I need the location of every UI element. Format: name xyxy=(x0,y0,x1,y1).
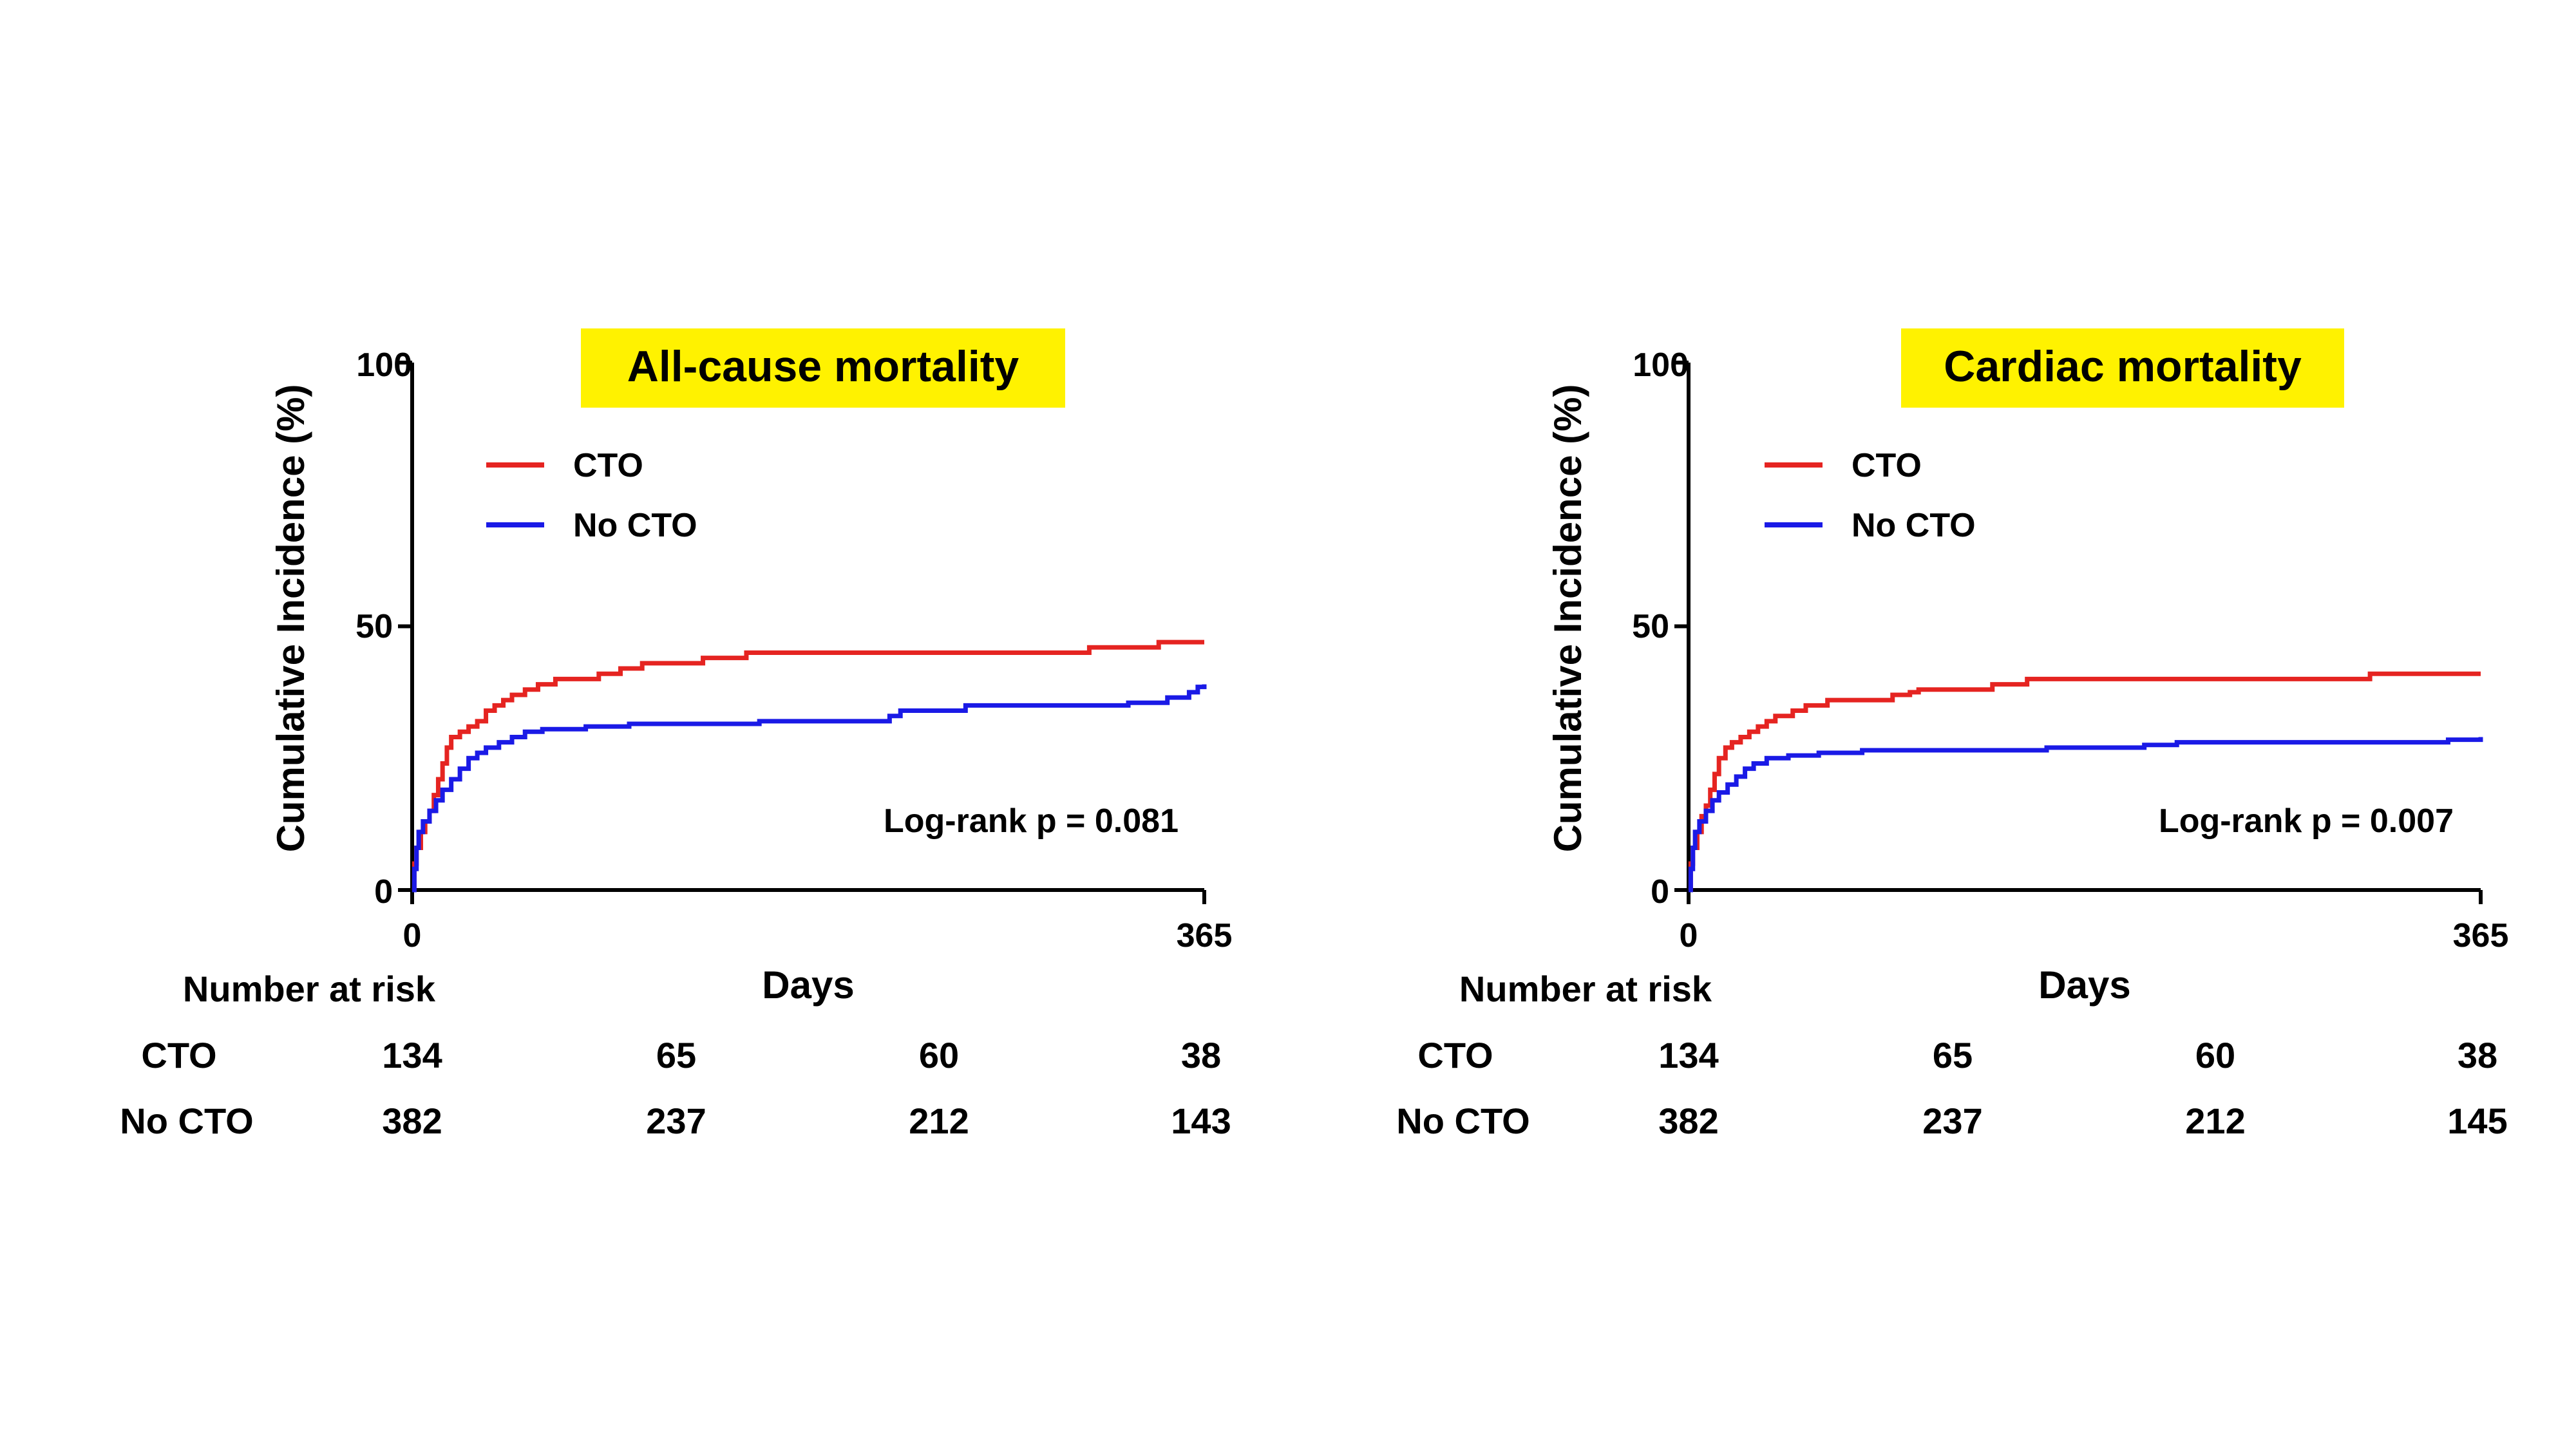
legend-label-cto: CTO xyxy=(1852,447,1922,484)
chart-title: All-cause mortality xyxy=(627,342,1019,391)
x-axis-label: Days xyxy=(762,963,854,1007)
legend: CTO No CTO xyxy=(486,447,697,544)
y-tick-labels: 0 50 100 xyxy=(355,346,412,911)
risk-row-label: No CTO xyxy=(1396,1101,1530,1141)
risk-value: 212 xyxy=(909,1101,969,1141)
risk-value: 38 xyxy=(2458,1035,2497,1075)
y-tick-label: 0 xyxy=(374,873,393,911)
axes xyxy=(398,361,1206,904)
y-tick-label: 100 xyxy=(1633,346,1689,384)
y-tick-label: 50 xyxy=(355,608,393,645)
y-tick-label: 100 xyxy=(356,346,412,384)
legend: CTO No CTO xyxy=(1765,447,1976,544)
series-layer xyxy=(412,639,1207,893)
risk-table: Number at risk CTO No CTO 134 65 60 38 3… xyxy=(1396,969,2507,1141)
risk-value: 382 xyxy=(382,1101,442,1141)
x-tick-label: 365 xyxy=(1177,917,1233,954)
risk-table: Number at risk CTO No CTO 134 65 60 38 3… xyxy=(120,969,1231,1141)
risk-table-header: Number at risk xyxy=(1459,969,1712,1009)
risk-value: 60 xyxy=(919,1035,959,1075)
title-highlight xyxy=(581,328,1065,408)
x-tick-label: 0 xyxy=(1680,917,1698,954)
x-tick-labels: 0 365 xyxy=(403,917,1233,954)
cardiac-mortality-panel: Cardiac mortality Cumulative Incidence (… xyxy=(1396,328,2508,1141)
legend-label-no-cto: No CTO xyxy=(1852,507,1976,544)
series-line-cto xyxy=(412,639,1204,893)
y-tick-label: 50 xyxy=(1632,608,1669,645)
risk-value: 382 xyxy=(1658,1101,1718,1141)
x-tick-label: 365 xyxy=(2453,917,2509,954)
legend-label-cto: CTO xyxy=(573,447,643,484)
risk-value: 134 xyxy=(1658,1035,1718,1075)
risk-table-header: Number at risk xyxy=(183,969,436,1009)
risk-value: 38 xyxy=(1181,1035,1221,1075)
all-cause-mortality-panel: All-cause mortality Cumulative Incidence… xyxy=(120,328,1232,1141)
risk-value: 237 xyxy=(646,1101,706,1141)
risk-row-label: CTO xyxy=(141,1035,216,1075)
series-layer xyxy=(1688,671,2483,893)
series-line-no-cto xyxy=(1688,737,2483,893)
log-rank-annotation: Log-rank p = 0.081 xyxy=(884,802,1179,840)
risk-value: 65 xyxy=(1933,1035,1973,1075)
chart-title: Cardiac mortality xyxy=(1944,342,2302,391)
risk-value: 143 xyxy=(1171,1101,1231,1141)
axes xyxy=(1674,361,2483,904)
y-axis-label: Cumulative Incidence (%) xyxy=(1546,384,1589,853)
risk-row-label: No CTO xyxy=(120,1101,253,1141)
x-tick-label: 0 xyxy=(403,917,422,954)
risk-value: 60 xyxy=(2195,1035,2235,1075)
legend-label-no-cto: No CTO xyxy=(573,507,697,544)
risk-value: 212 xyxy=(2185,1101,2245,1141)
series-line-no-cto xyxy=(412,684,1207,893)
series-line-cto xyxy=(1688,671,2481,893)
y-tick-labels: 0 50 100 xyxy=(1632,346,1689,911)
x-axis-label: Days xyxy=(2038,963,2130,1007)
y-tick-label: 0 xyxy=(1651,873,1669,911)
x-tick-labels: 0 365 xyxy=(1680,917,2509,954)
risk-value: 145 xyxy=(2447,1101,2507,1141)
title-highlight xyxy=(1901,328,2344,408)
y-axis-label: Cumulative Incidence (%) xyxy=(269,384,312,853)
risk-row-label: CTO xyxy=(1417,1035,1493,1075)
risk-value: 134 xyxy=(382,1035,442,1075)
risk-value: 237 xyxy=(1922,1101,1982,1141)
risk-value: 65 xyxy=(656,1035,696,1075)
log-rank-annotation: Log-rank p = 0.007 xyxy=(2159,802,2454,840)
